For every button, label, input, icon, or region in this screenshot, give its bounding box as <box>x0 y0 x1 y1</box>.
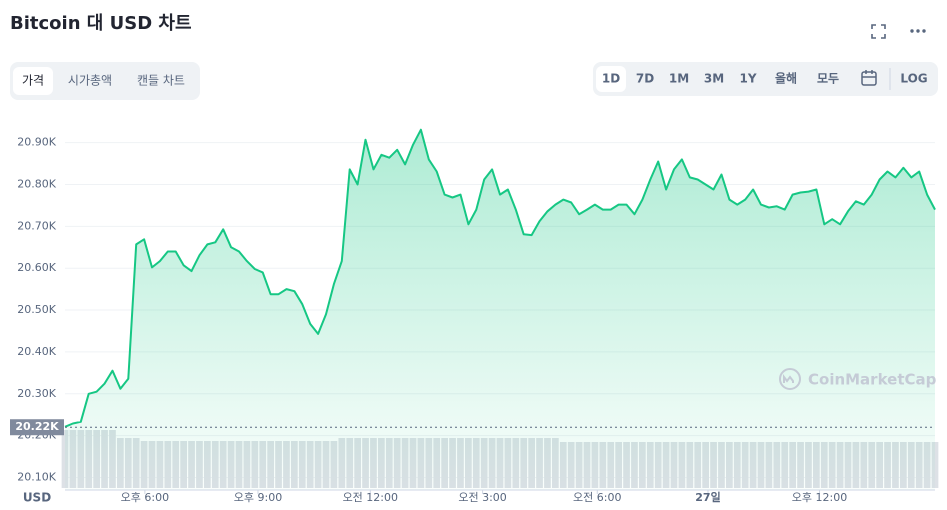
range-group <box>593 62 938 96</box>
chart-title: Bitcoin 대 USD 차트 <box>10 13 192 34</box>
price-line <box>64 128 936 428</box>
x-tick-label: 오전 6:00 <box>573 491 621 504</box>
tab[interactable]: 가격 <box>22 74 44 88</box>
tab-active-bg <box>13 67 53 95</box>
current-price-label: 20.22K <box>15 420 59 433</box>
x-tick-label: 오전 12:00 <box>343 491 398 504</box>
range-button[interactable]: 올해 <box>775 72 797 86</box>
y-tick-label: 20.80K <box>17 178 56 191</box>
range-button[interactable]: 1M <box>669 72 689 86</box>
x-tick-label: 27일 <box>695 490 720 504</box>
range-button[interactable]: 7D <box>636 72 654 86</box>
y-tick-label: 20.60K <box>17 261 56 274</box>
x-tick-label: 오후 12:00 <box>792 491 847 504</box>
fullscreen-icon[interactable] <box>871 24 886 39</box>
range-button[interactable]: 1Y <box>739 72 756 86</box>
more-icon[interactable] <box>910 29 926 33</box>
range-button[interactable]: 1D <box>602 72 620 86</box>
tab-group <box>10 62 200 100</box>
watermark: CoinMarketCap <box>808 371 937 389</box>
price-area <box>65 129 935 490</box>
tab[interactable]: 시가총액 <box>68 74 112 88</box>
calendar-icon[interactable] <box>861 70 877 86</box>
y-tick-label: 20.90K <box>17 136 56 149</box>
y-tick-label: 20.50K <box>17 303 56 316</box>
x-tick-label: 오후 9:00 <box>234 491 282 504</box>
x-tick-label: 오후 6:00 <box>121 491 169 504</box>
y-tick-label: 20.70K <box>17 219 56 232</box>
watermark-logo <box>779 368 801 390</box>
range-button[interactable]: 3M <box>704 72 724 86</box>
current-price-box <box>10 419 64 436</box>
y-tick-label: 20.10K <box>17 470 56 483</box>
range-active-bg <box>596 66 626 92</box>
axis-unit: USD <box>23 491 51 505</box>
range-button[interactable]: 모두 <box>817 72 839 86</box>
y-tick-label: 20.40K <box>17 345 56 358</box>
x-tick-label: 오전 3:00 <box>458 491 506 504</box>
log-button[interactable]: LOG <box>900 72 927 86</box>
tab[interactable]: 캔들 차트 <box>137 74 185 88</box>
y-tick-label: 20.30K <box>17 387 56 400</box>
